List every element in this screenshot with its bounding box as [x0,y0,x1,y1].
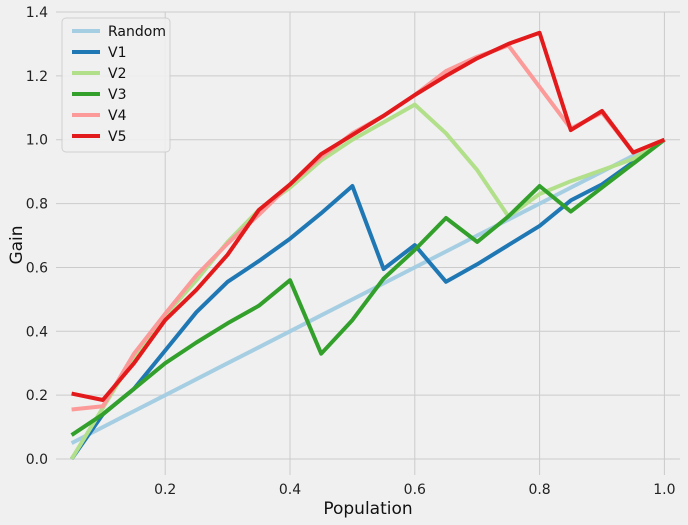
x-axis-label: Population [323,499,412,519]
x-tick-label: 0.2 [154,482,176,498]
x-tick-label: 0.4 [279,482,301,498]
y-tick-label: 1.2 [26,69,48,85]
legend-label: V1 [108,45,126,61]
series-line-v3 [70,138,666,437]
x-tick-label: 0.6 [404,482,426,498]
legend-label: V3 [108,87,126,103]
series-lines [69,30,666,461]
x-tick-label: 1.0 [653,482,675,498]
y-tick-label: 1.0 [26,133,48,149]
legend: Random V1 V2 V3 V4 V5 [61,17,171,153]
y-tick-label: 0.6 [26,260,48,276]
tick-labels: 0.2 0.4 0.6 0.8 1.0 0.0 0.2 0.4 0.6 0.8 1.0 1.2 1.4 [26,5,676,498]
series-line-v2 [69,102,666,461]
y-tick-label: 0.0 [26,452,48,468]
y-tick-label: 0.2 [26,388,48,404]
y-tick-label: 0.4 [26,324,48,340]
legend-label: Random [108,24,166,40]
x-tick-label: 0.8 [528,482,550,498]
series-line-v1 [69,138,666,461]
legend-label: V2 [108,66,126,82]
legend-label: V5 [108,129,126,145]
y-tick-label: 1.4 [26,5,48,21]
y-tick-label: 0.8 [26,197,48,213]
series-line-v5 [71,30,666,402]
series-line-random [70,137,666,445]
legend-label: V4 [108,108,127,124]
y-axis-label: Gain [7,225,27,264]
